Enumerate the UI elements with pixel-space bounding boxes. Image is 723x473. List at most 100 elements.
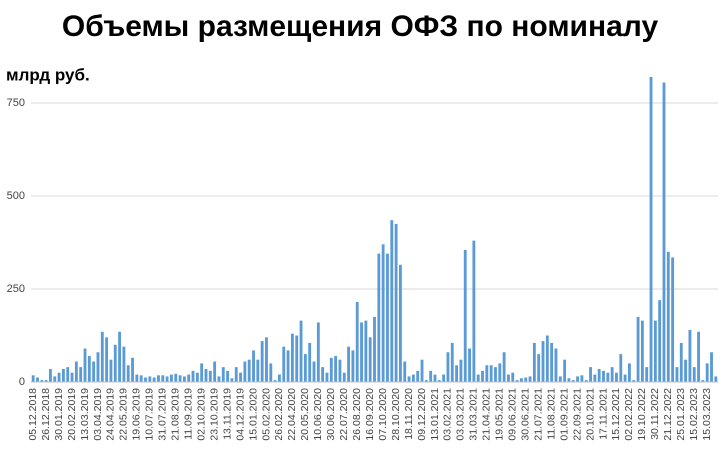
bar — [567, 378, 571, 382]
bar — [468, 348, 471, 382]
bar — [649, 76, 653, 383]
bar — [390, 220, 394, 382]
bar — [126, 365, 130, 382]
bar — [182, 376, 186, 382]
bar — [204, 368, 208, 382]
bar — [511, 372, 515, 382]
bar — [554, 348, 558, 382]
x-tick-label: 11.08.2021 — [545, 388, 557, 440]
bar — [187, 374, 191, 382]
bar — [407, 376, 411, 382]
x-tick-label: 30.11.2022 — [649, 388, 661, 440]
bar — [541, 341, 545, 382]
bar — [377, 253, 381, 382]
x-tick-label: 09.06.2021 — [507, 388, 519, 441]
bar — [550, 342, 554, 382]
x-tick-label: 21.07.2021 — [532, 388, 544, 441]
bar — [373, 316, 376, 382]
x-tick-label: 22.09.2021 — [571, 388, 583, 441]
bar — [507, 374, 510, 382]
x-tick-label: 21.08.2019 — [170, 388, 182, 441]
bar — [122, 346, 126, 382]
bar — [208, 370, 212, 382]
bar — [265, 337, 268, 382]
bar — [606, 372, 610, 382]
bar — [269, 363, 273, 382]
bar — [230, 378, 234, 382]
bar — [351, 350, 355, 382]
bar — [459, 359, 463, 382]
bar — [83, 348, 87, 382]
x-tick-label: 11.09.2019 — [182, 388, 194, 440]
bar — [714, 376, 718, 382]
bar — [386, 253, 389, 382]
x-tick-label: 03.03.2021 — [455, 388, 467, 441]
bar — [485, 365, 489, 382]
x-tick-label: 15.03.2023 — [701, 388, 713, 441]
bar — [360, 322, 363, 382]
bar — [316, 322, 320, 382]
bar — [472, 240, 476, 382]
x-tick-label: 19.06.2019 — [131, 388, 143, 441]
x-tick-label: 26.02.2020 — [273, 388, 285, 441]
bar — [532, 342, 536, 382]
x-tick-label: 04.12.2019 — [234, 388, 246, 441]
x-tick-label: 03.04.2019 — [92, 388, 104, 441]
bar — [692, 367, 696, 382]
y-tick-label: 0 — [19, 376, 25, 388]
bar — [671, 257, 675, 382]
bar — [234, 367, 238, 382]
bar — [658, 300, 662, 382]
bar — [640, 320, 644, 382]
bar — [446, 352, 450, 382]
x-tick-label: 20.05.2020 — [299, 388, 311, 441]
bar — [476, 374, 480, 382]
x-tick-label: 26.08.2020 — [351, 388, 363, 441]
bar — [416, 370, 420, 382]
bar — [118, 331, 122, 382]
x-tick-label: 24.04.2019 — [105, 388, 117, 441]
bar — [321, 367, 325, 382]
bar — [213, 361, 217, 382]
bar — [355, 302, 359, 382]
x-tick-label: 22.07.2020 — [338, 388, 350, 441]
bar — [424, 380, 428, 382]
bar — [329, 357, 333, 382]
bar — [334, 355, 338, 382]
x-tick-label: 31.03.2021 — [468, 388, 480, 441]
bar — [684, 359, 688, 382]
bar — [697, 331, 700, 382]
bar — [105, 337, 109, 382]
x-tick-label: 25.01.2023 — [675, 388, 687, 441]
bar — [455, 365, 459, 382]
bar — [157, 375, 160, 382]
bar — [113, 344, 117, 382]
bar — [394, 223, 398, 382]
bar — [653, 320, 657, 382]
bar — [662, 82, 666, 382]
bar — [152, 377, 156, 382]
x-tick-label: 03.02.2021 — [442, 388, 454, 441]
bar — [666, 251, 670, 382]
bar — [295, 335, 299, 382]
bar — [381, 244, 385, 382]
bar — [537, 354, 541, 382]
bar — [53, 376, 57, 382]
bar — [398, 264, 402, 382]
x-tick-label: 20.10.2021 — [584, 388, 596, 441]
bar — [342, 372, 346, 382]
bar — [498, 363, 502, 382]
bar — [437, 380, 441, 382]
bar — [260, 341, 264, 382]
bar — [602, 370, 605, 382]
bar — [571, 380, 575, 382]
bar — [31, 375, 35, 382]
x-tick-label: 02.10.2019 — [195, 388, 207, 441]
bar — [178, 375, 182, 382]
bar — [40, 380, 44, 382]
x-tick-label: 26.12.2018 — [40, 388, 52, 441]
bar — [701, 380, 705, 382]
x-tick-label: 02.02.2022 — [623, 388, 635, 441]
bar — [403, 361, 407, 382]
y-tick-label: 250 — [7, 283, 25, 295]
